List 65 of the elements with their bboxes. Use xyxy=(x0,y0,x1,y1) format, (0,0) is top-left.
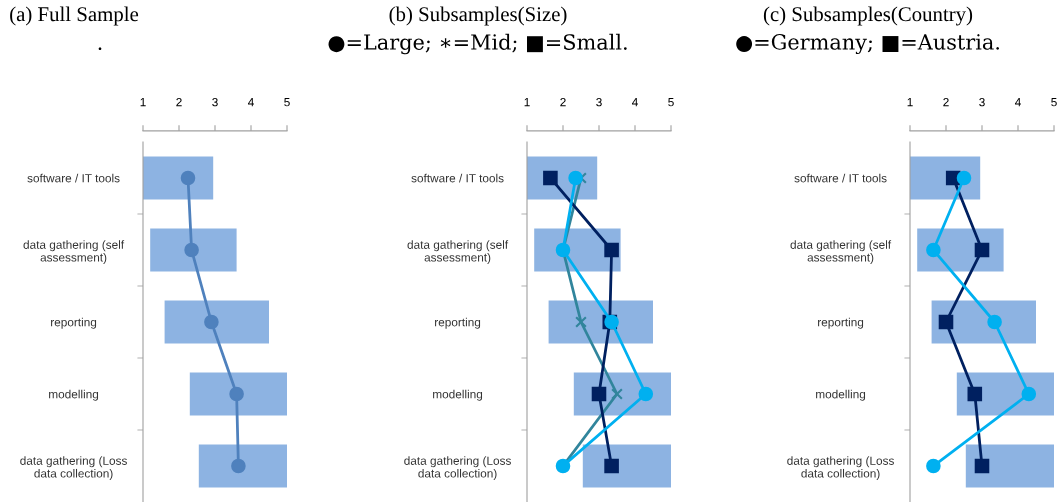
x-tick-label: 2 xyxy=(176,97,182,107)
y-tick-label: reporting xyxy=(51,317,97,329)
y-tick-label: data gathering (Loss data collection) xyxy=(20,456,127,480)
y-tick-label: modelling xyxy=(433,389,483,401)
point xyxy=(967,386,983,402)
y-tick-label: data gathering (Loss data collection) xyxy=(404,456,511,480)
y-tick-label: software / IT tools xyxy=(27,173,120,183)
chart-title: (b) Subsamples(Size) xyxy=(389,6,567,26)
point xyxy=(956,170,972,186)
x-tick-label: 3 xyxy=(979,97,985,107)
point xyxy=(184,242,199,258)
y-tick-label: modelling xyxy=(49,389,99,401)
bar xyxy=(582,444,671,488)
x-tick-label: 1 xyxy=(524,98,530,107)
y-tick-label: data gathering (self assessment) xyxy=(23,240,125,264)
point xyxy=(604,242,619,258)
chart-title: (c) Subsamples(Country) xyxy=(763,6,973,26)
point xyxy=(611,388,623,400)
point xyxy=(180,170,196,186)
point xyxy=(204,314,219,330)
y-tick-label: data gathering (Loss data collection) xyxy=(787,456,894,480)
point xyxy=(974,458,990,474)
bar xyxy=(198,444,287,488)
chart-subtitle: . xyxy=(98,47,102,51)
chart-title: (a) Full Sample xyxy=(10,6,139,26)
x-tick-label: 2 xyxy=(943,97,949,107)
point xyxy=(229,386,244,402)
x-tick-label: 4 xyxy=(631,98,638,107)
y-tick-label: data gathering (self assessment) xyxy=(407,240,509,264)
x-tick-label: 4 xyxy=(247,98,254,107)
x-tick-label: 1 xyxy=(140,98,146,107)
y-tick-label: software / IT tools xyxy=(411,173,504,183)
point xyxy=(1021,386,1037,402)
x-tick-label: 5 xyxy=(1051,98,1057,107)
x-tick-label: 4 xyxy=(1014,98,1021,107)
point xyxy=(926,242,941,258)
point xyxy=(231,458,246,474)
point xyxy=(591,386,607,402)
bar xyxy=(965,444,1054,488)
y-tick-label: data gathering (self assessment) xyxy=(790,240,892,264)
x-tick-label: 2 xyxy=(560,97,566,107)
bar xyxy=(164,300,269,344)
bar xyxy=(189,372,287,416)
x-tick-label: 1 xyxy=(907,98,913,107)
point xyxy=(543,170,558,186)
point xyxy=(604,458,619,474)
point xyxy=(638,386,654,402)
x-tick-label: 3 xyxy=(212,97,218,107)
point xyxy=(938,314,954,330)
point xyxy=(926,458,941,474)
bar xyxy=(143,156,214,200)
x-tick-label: 5 xyxy=(284,98,290,107)
y-tick-label: software / IT tools xyxy=(794,173,887,183)
x-tick-label: 5 xyxy=(668,98,674,107)
point xyxy=(575,316,587,328)
y-tick-label: reporting xyxy=(435,317,481,329)
point xyxy=(974,242,990,258)
point xyxy=(987,314,1002,330)
point xyxy=(568,170,583,186)
y-tick-label: reporting xyxy=(818,317,864,329)
x-tick-label: 3 xyxy=(596,97,602,107)
chart-subtitle: ●=Germany; ■=Austria. xyxy=(736,33,999,55)
y-tick-label: modelling xyxy=(816,389,866,401)
chart-subtitle: ●=Large; ∗=Mid; ■=Small. xyxy=(328,33,627,55)
bar xyxy=(150,228,237,272)
